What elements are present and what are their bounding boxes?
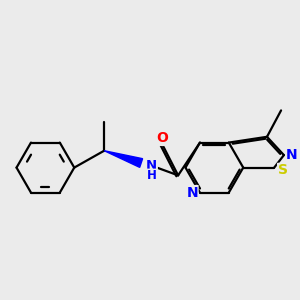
Text: N: N	[286, 148, 297, 162]
Text: H: H	[147, 169, 157, 182]
Polygon shape	[104, 151, 142, 167]
Text: N: N	[146, 159, 157, 172]
Text: S: S	[278, 164, 288, 177]
Text: N: N	[186, 186, 198, 200]
Text: O: O	[156, 131, 168, 146]
